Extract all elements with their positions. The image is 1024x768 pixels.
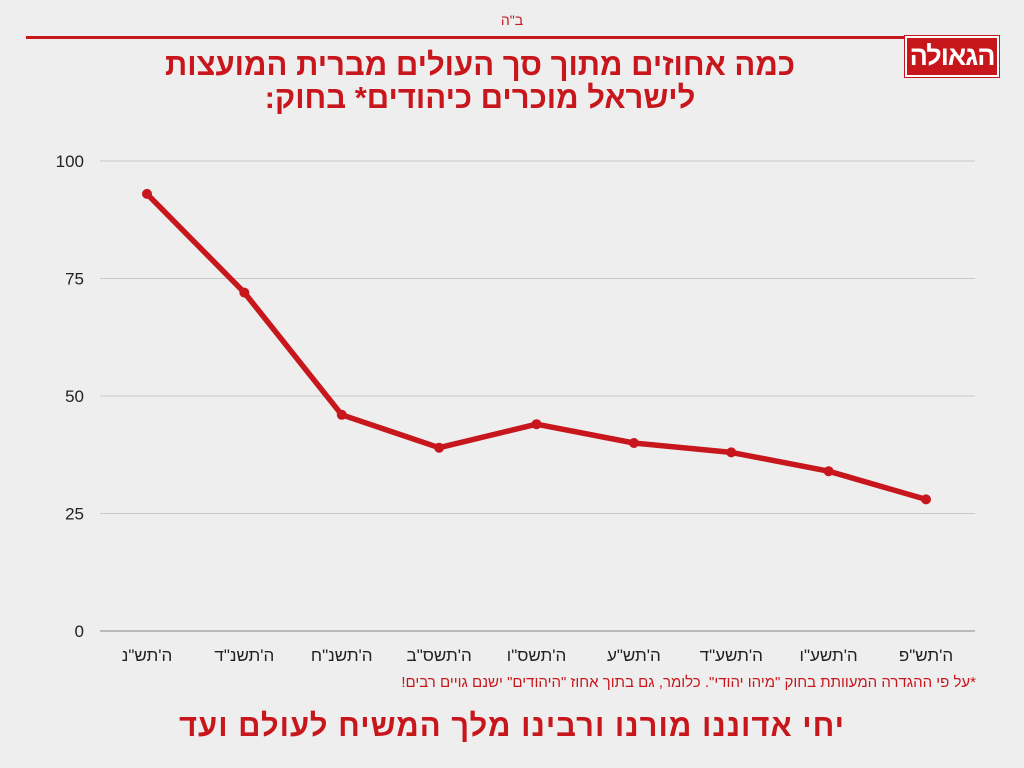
data-point [531,419,542,430]
y-tick-label: 25 [65,505,84,524]
x-tick-label: ה'תש"פ [899,646,953,665]
x-tick-label: ה'תשע"ו [800,646,858,665]
data-point [239,287,250,298]
y-tick-label: 0 [75,622,84,641]
data-point [921,494,931,505]
chart-title: כמה אחוזים מתוך סך העולים מברית המועצות … [60,48,900,114]
top-divider [26,36,906,39]
series-line [144,191,929,503]
footnote: *על פי ההגדרה המעוותת בחוק "מיהו יהודי".… [401,674,976,691]
x-tick-label: ה'תש"נ [122,646,173,665]
data-point [434,442,445,453]
x-tick-label: ה'תשס"ו [507,646,566,665]
x-tick-label: ה'תשס"ב [407,646,472,665]
slogan: יחי אדוננו מורנו ורבינו מלך המשיח לעולם … [178,708,846,743]
data-point [628,438,639,448]
x-tick-label: ה'תש"ע [607,646,661,665]
y-tick-label: 50 [65,387,84,406]
x-tick-label: ה'תשנ"ד [214,646,274,665]
data-point [726,447,737,458]
data-point [823,466,834,477]
y-tick-label: 75 [65,270,84,289]
title-line-1: כמה אחוזים מתוך סך העולים מברית המועצות [165,47,795,82]
logo: הגאולה [904,35,1000,78]
x-tick-label: ה'תשנ"ח [311,646,373,665]
data-point [336,409,347,420]
y-tick-label: 100 [56,152,84,171]
x-tick-label: ה'תשע"ד [700,646,763,665]
bh-header: ב"ה [500,12,524,28]
title-line-2: לישראל מוכרים כיהודים* בחוק: [264,80,696,115]
data-point [142,188,152,199]
